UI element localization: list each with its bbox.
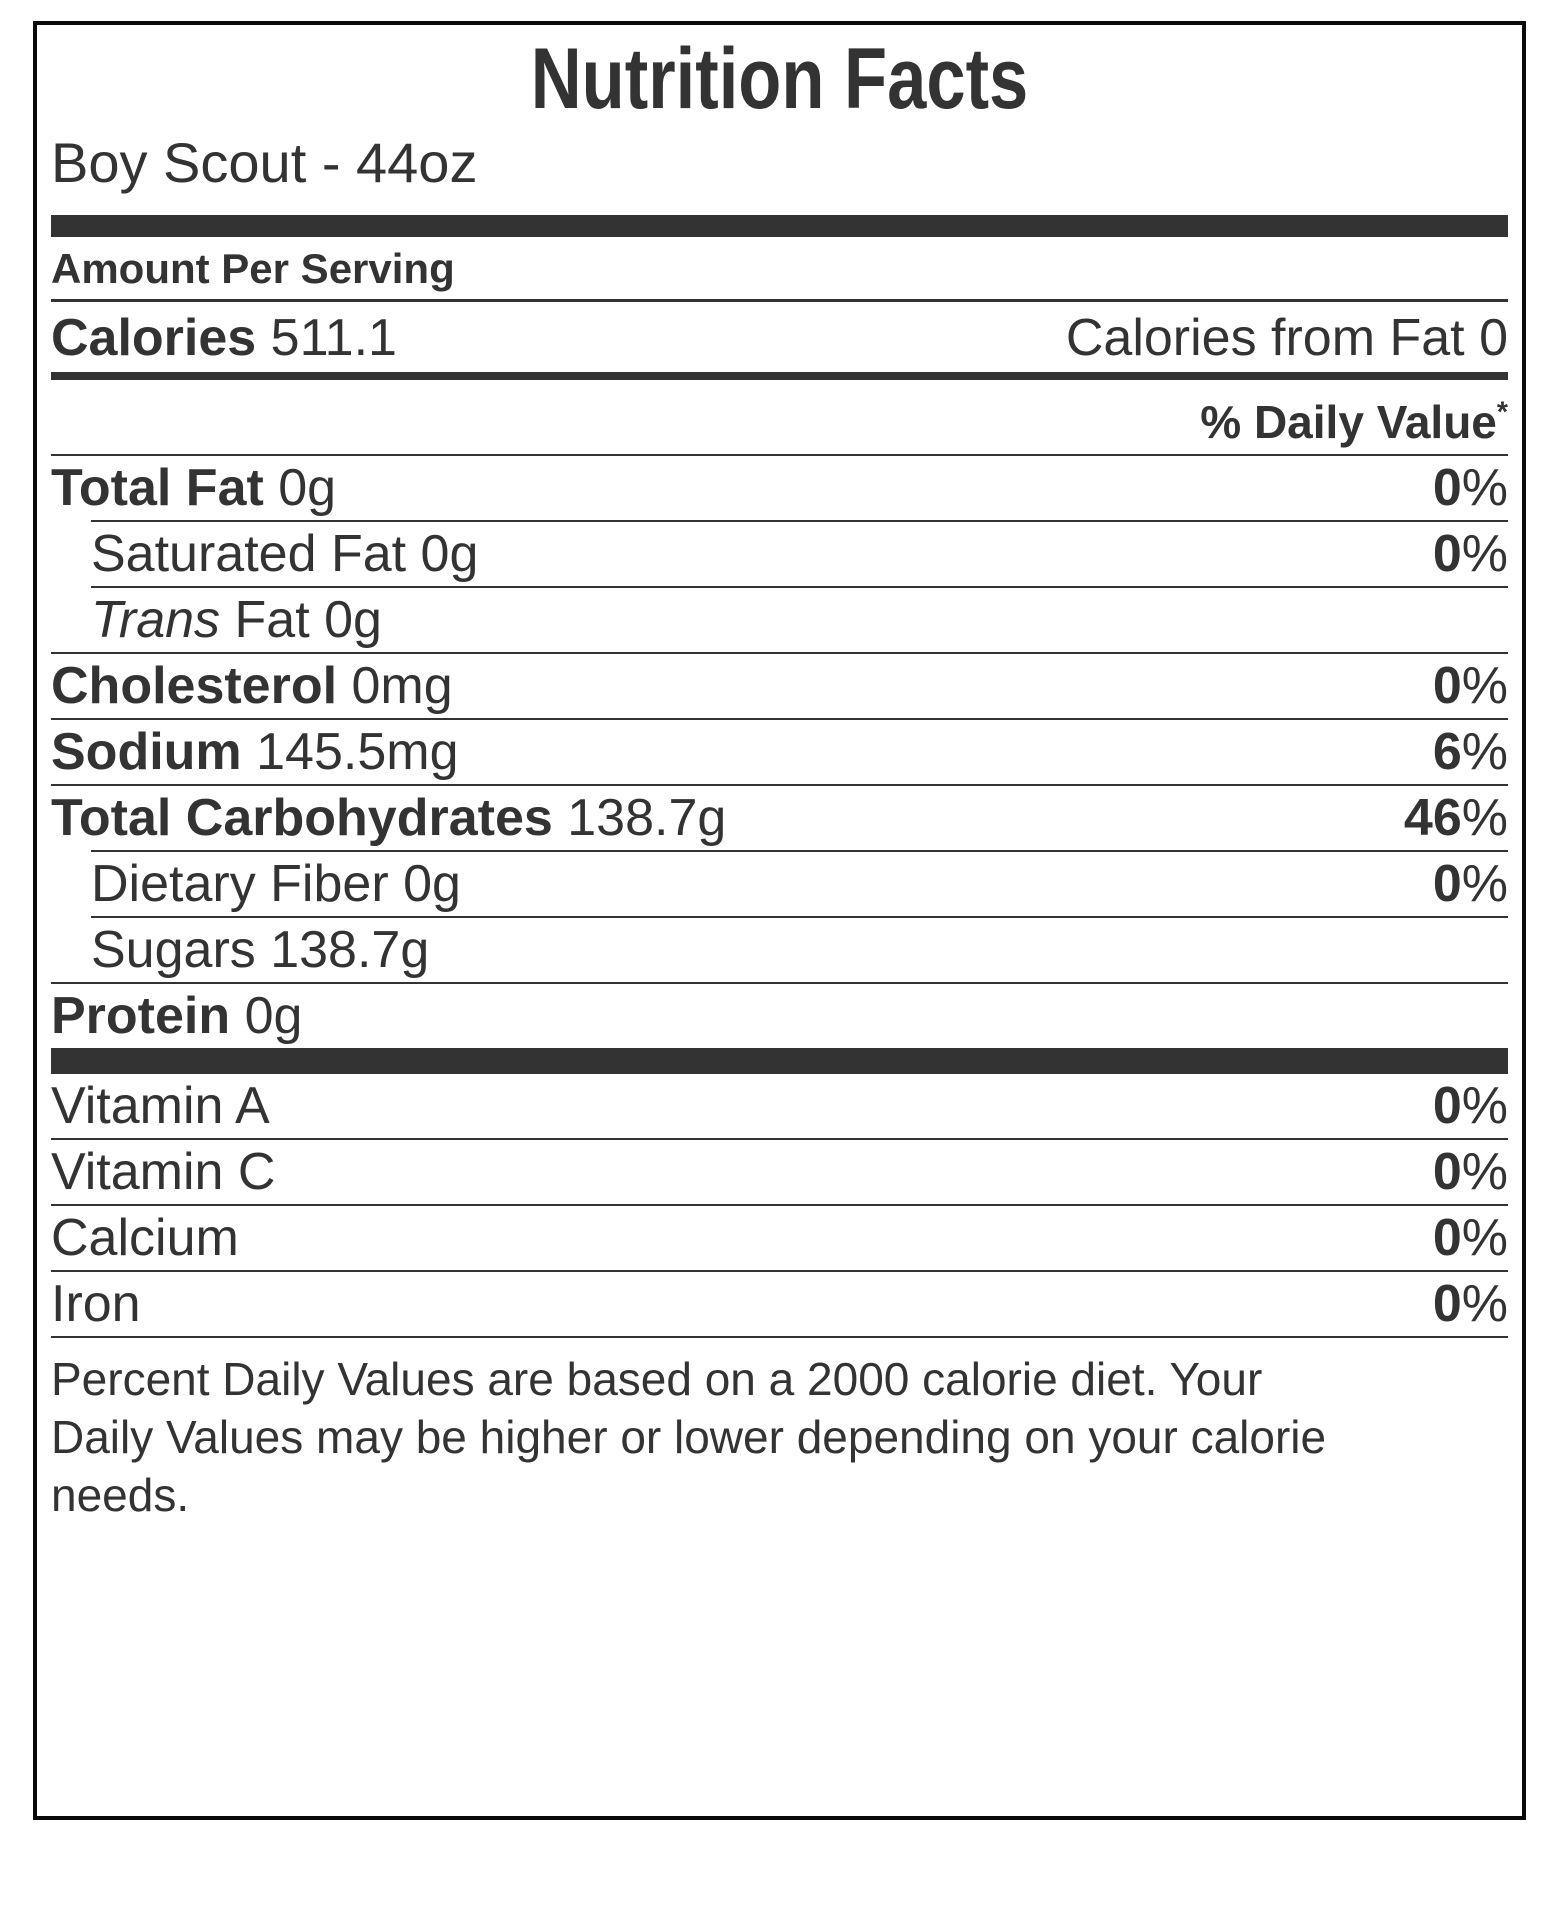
daily-value-percent: 0% — [1433, 526, 1508, 582]
daily-value-number: 0 — [1432, 1143, 1462, 1201]
nutrient-name-and-amount: Sodium 145.5mg — [51, 724, 458, 780]
nutrient-amount: 138.7g — [255, 921, 430, 979]
daily-value-percent: 0% — [1433, 1078, 1508, 1134]
daily-value-percent: 0% — [1433, 1144, 1508, 1200]
label-title: Nutrition Facts — [530, 31, 1029, 127]
nutrient-row: Trans Fat 0g — [91, 586, 1508, 652]
daily-value-number: 46 — [1403, 789, 1462, 847]
daily-value-percent: 6% — [1433, 724, 1508, 780]
nutrient-row: Sodium 145.5mg 6% — [51, 718, 1508, 784]
percent-sign: % — [1461, 1275, 1508, 1333]
daily-value-footnote: Percent Daily Values are based on a 2000… — [51, 1350, 1508, 1524]
thick-divider-top — [51, 215, 1508, 237]
daily-value-asterisk: * — [1496, 396, 1508, 429]
nutrient-name: Trans Fat — [91, 591, 310, 649]
footnote-line: needs. — [51, 1469, 190, 1521]
nutrient-name: Sugars — [91, 921, 256, 979]
percent-daily-value-heading: % Daily Value* — [51, 380, 1508, 456]
daily-value-percent: 0% — [1433, 460, 1508, 516]
micronutrient-name: Calcium — [51, 1209, 239, 1267]
calories-number: 511.1 — [270, 309, 397, 367]
nutrient-name-and-amount: Sugars 138.7g — [91, 922, 429, 978]
amount-per-serving-heading: Amount Per Serving — [51, 237, 1508, 302]
nutrient-amount: 0mg — [337, 657, 453, 715]
nutrient-row: Total Carbohydrates 138.7g 46% — [51, 784, 1508, 850]
daily-value-number: 6 — [1432, 723, 1462, 781]
calories-row: Calories 511.1 Calories from Fat 0 — [51, 302, 1508, 380]
calories-label: Calories — [51, 309, 257, 367]
nutrient-name-and-amount: Total Carbohydrates 138.7g — [51, 790, 726, 846]
footnote-line: Percent Daily Values are based on a 2000… — [51, 1353, 1263, 1405]
nutrient-amount: 145.5mg — [241, 723, 459, 781]
micronutrient-row: Vitamin C 0% — [51, 1140, 1508, 1206]
micronutrient-name: Iron — [51, 1275, 141, 1333]
percent-daily-value-text: % Daily Value — [1200, 396, 1497, 448]
daily-value-number: 0 — [1432, 1209, 1462, 1267]
daily-value-percent: 0% — [1433, 856, 1508, 912]
calories-from-fat: Calories from Fat 0 — [1066, 308, 1508, 368]
nutrient-row: Saturated Fat 0g 0% — [91, 520, 1508, 586]
nutrient-rows: Total Fat 0g 0% Saturated Fat 0g 0% Trans Fa… — [51, 456, 1508, 1048]
nutrient-name-and-amount: Cholesterol 0mg — [51, 658, 453, 714]
calories-value: Calories 511.1 — [51, 308, 397, 368]
micronutrient-name: Vitamin A — [51, 1077, 270, 1135]
nutrient-amount: 0g — [406, 525, 479, 583]
daily-value-number: 0 — [1432, 1275, 1462, 1333]
micronutrient-row: Calcium 0% — [51, 1206, 1508, 1272]
daily-value-number: 0 — [1432, 525, 1462, 583]
daily-value-percent: 0% — [1433, 1276, 1508, 1332]
percent-sign: % — [1461, 723, 1508, 781]
daily-value-number: 0 — [1432, 1077, 1462, 1135]
nutrient-name: Cholesterol — [51, 657, 338, 715]
nutrient-name-and-amount: Saturated Fat 0g — [91, 526, 478, 582]
nutrient-name: Protein — [51, 987, 231, 1045]
nutrient-row: Sugars 138.7g — [91, 916, 1508, 982]
nutrient-name-and-amount: Trans Fat 0g — [91, 592, 382, 648]
nutrient-amount: 0g — [309, 591, 382, 649]
nutrient-name: Total Fat — [51, 459, 264, 517]
daily-value-percent: 46% — [1404, 790, 1508, 846]
nutrition-facts-label: Nutrition Facts Boy Scout - 44oz Amount … — [33, 21, 1526, 1820]
nutrient-row: Total Fat 0g 0% — [51, 456, 1508, 520]
micronutrient-row: Iron 0% — [51, 1272, 1508, 1338]
percent-sign: % — [1461, 657, 1508, 715]
micronutrient-name: Vitamin C — [51, 1143, 276, 1201]
footnote-line: Daily Values may be higher or lower depe… — [51, 1411, 1327, 1463]
nutrient-row: Dietary Fiber 0g 0% — [91, 850, 1508, 916]
percent-sign: % — [1461, 525, 1508, 583]
daily-value-number: 0 — [1432, 657, 1462, 715]
nutrient-name: Total Carbohydrates — [51, 789, 553, 847]
percent-sign: % — [1461, 459, 1508, 517]
nutrient-amount: 0g — [388, 855, 461, 913]
percent-sign: % — [1461, 1143, 1508, 1201]
daily-value-percent: 0% — [1433, 1210, 1508, 1266]
nutrient-name-and-amount: Total Fat 0g — [51, 460, 336, 516]
product-name: Boy Scout - 44oz — [51, 131, 478, 194]
calories-from-fat-label: Calories from Fat — [1065, 309, 1465, 367]
calories-from-fat-value: 0 — [1479, 309, 1508, 367]
micronutrient-row: Vitamin A 0% — [51, 1074, 1508, 1140]
nutrient-row: Cholesterol 0mg 0% — [51, 652, 1508, 718]
nutrient-amount: 0g — [263, 459, 337, 517]
nutrient-name: Sodium — [51, 723, 242, 781]
percent-sign: % — [1461, 1209, 1508, 1267]
nutrient-name: Saturated Fat — [91, 525, 407, 583]
percent-sign: % — [1461, 789, 1508, 847]
daily-value-number: 0 — [1432, 855, 1462, 913]
daily-value-percent: 0% — [1433, 658, 1508, 714]
percent-sign: % — [1461, 855, 1508, 913]
nutrient-amount: 0g — [230, 987, 303, 1045]
thick-divider-middle — [51, 1048, 1508, 1074]
daily-value-number: 0 — [1432, 459, 1462, 517]
nutrient-name-and-amount: Protein 0g — [51, 988, 302, 1044]
nutrient-amount: 138.7g — [552, 789, 727, 847]
nutrient-name-and-amount: Dietary Fiber 0g — [91, 856, 461, 912]
nutrient-name: Dietary Fiber — [91, 855, 389, 913]
percent-sign: % — [1461, 1077, 1508, 1135]
micronutrient-rows: Vitamin A 0% Vitamin C 0% Calcium 0% Iron 0% — [51, 1074, 1508, 1338]
nutrient-row: Protein 0g — [51, 982, 1508, 1048]
